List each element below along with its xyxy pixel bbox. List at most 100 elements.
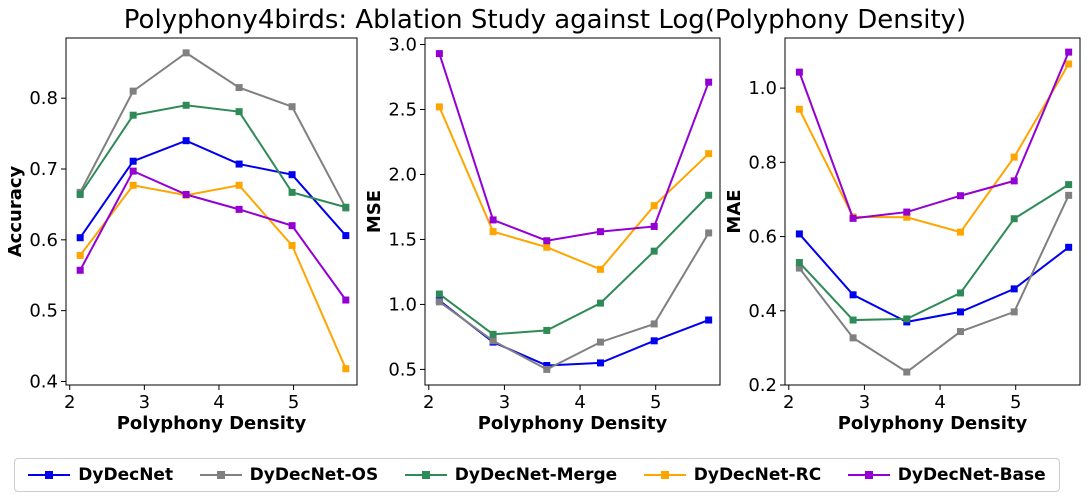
y-tick-label: 0.8 [748,152,777,173]
dydecnet-mae-point [1065,243,1073,251]
legend-label: DyDecNet-OS [249,465,379,485]
dydecnet-base-mse-line [438,53,710,242]
dydecnet-os-mae-line [798,194,1070,374]
dydecnet-rc-mse-point [543,243,551,251]
dydecnet-merge-accuracy-point [342,203,350,211]
dydecnet-mse-point [705,316,713,324]
dydecnet-rc-mse-line [438,106,710,271]
dydecnet-os-mae-point [795,264,803,272]
x-tick-label: 3 [499,392,510,413]
legend-label: DyDecNet [78,465,174,485]
x-axis-label: Polyphony Density [838,413,1028,434]
y-tick-label: 0.7 [29,159,58,180]
dydecnet-merge-accuracy-point [76,191,84,199]
y-tick-label: 1.0 [748,78,777,99]
dydecnet-mae-point [849,291,857,299]
legend-swatch [643,468,686,482]
dydecnet-os-mse-point [705,229,713,237]
dydecnet-base-mse-point [596,228,604,236]
dydecnet-merge-accuracy-point [235,108,243,116]
dydecnet-base-accuracy-line [79,169,347,301]
y-axis-label: MAE [724,189,745,233]
x-axis-label: Polyphony Density [478,413,668,434]
x-tick-label: 3 [859,392,870,413]
y-tick-label: 0.5 [388,359,417,380]
dydecnet-rc-mse-point [489,228,497,236]
dydecnet-os-accuracy-point [235,84,243,92]
dydecnet-accuracy-point [288,171,296,179]
dydecnet-os-mae-point [849,334,857,342]
dydecnet-rc-mae-point [1010,153,1018,161]
dydecnet-base-mae-point [903,208,911,216]
dydecnet-rc-accuracy-point [76,251,84,259]
x-tick-label: 2 [783,392,794,413]
y-tick-label: 0.2 [748,375,777,396]
dydecnet-rc-mae-point [795,105,803,113]
legend-swatch [199,468,242,482]
legend-swatch [28,468,71,482]
dydecnet-merge-mse-point [489,330,497,338]
dydecnet-base-accuracy-point [76,266,84,274]
dydecnet-mse-point [596,359,604,367]
x-tick-label: 4 [934,392,945,413]
dydecnet-rc-mse-point [596,265,604,273]
x-tick-label: 5 [1010,392,1021,413]
x-tick-label: 2 [423,392,434,413]
dydecnet-accuracy-point [235,160,243,168]
dydecnet-base-accuracy-point [129,167,137,175]
dydecnet-os-accuracy-point [129,87,137,95]
x-tick-label: 5 [288,392,299,413]
dydecnet-merge-mse-point [435,290,443,298]
dydecnet-os-mse-point [435,298,443,306]
y-tick-label: 0.6 [748,227,777,248]
x-tick-label: 4 [574,392,585,413]
dydecnet-mae-point [795,230,803,238]
accuracy-plot-frame [65,37,358,386]
y-tick-label: 1.0 [388,294,417,315]
dydecnet-base-accuracy-point [288,222,296,230]
x-tick-label: 2 [64,392,75,413]
mae-plot-frame [784,37,1081,386]
dydecnet-merge-accuracy-point [288,188,296,196]
dydecnet-base-mse-point [650,222,658,230]
dydecnet-rc-accuracy-point [288,241,296,249]
dydecnet-os-accuracy-point [182,49,190,57]
legend-item-dydecnet-base: DyDecNet-Base [847,465,1046,485]
dydecnet-rc-mse-point [435,103,443,111]
dydecnet-base-accuracy-point [182,191,190,199]
x-tick-label: 4 [213,392,224,413]
legend: DyDecNet DyDecNet-OS DyDecNet-Merge DyDe… [14,458,1060,492]
legend-item-dydecnet-os: DyDecNet-OS [199,465,379,485]
legend-swatch [847,468,890,482]
legend-label: DyDecNet-RC [693,465,822,485]
x-tick-label: 3 [139,392,150,413]
dydecnet-base-mae-point [1010,177,1018,185]
dydecnet-merge-accuracy-point [182,101,190,109]
dydecnet-merge-mae-point [956,289,964,297]
dydecnet-mae-point [956,308,964,316]
y-tick-label: 0.5 [29,301,58,322]
dydecnet-merge-mse-point [705,191,713,199]
dydecnet-os-mae-point [956,328,964,336]
dydecnet-base-mse-point [489,216,497,224]
dydecnet-merge-mae-point [903,315,911,323]
dydecnet-base-mae-point [849,214,857,222]
legend-item-dydecnet-merge: DyDecNet-Merge [404,465,617,485]
y-tick-label: 0.8 [29,88,58,109]
y-tick-label: 0.4 [748,301,777,322]
y-tick-label: 0.4 [29,371,58,392]
dydecnet-mae-line [798,233,1070,323]
dydecnet-rc-mae-point [903,213,911,221]
dydecnet-os-accuracy-point [288,103,296,111]
legend-swatch [404,468,447,482]
dydecnet-base-mae-line [798,51,1070,220]
dydecnet-rc-mse-point [705,150,713,158]
dydecnet-merge-accuracy-point [129,111,137,119]
y-axis-label: Accuracy [5,165,26,257]
dydecnet-mae-point [1010,285,1018,293]
dydecnet-os-mse-line [438,232,710,371]
dydecnet-mse-point [650,337,658,345]
dydecnet-rc-accuracy-point [235,181,243,189]
dydecnet-base-mse-point [705,78,713,86]
dydecnet-base-accuracy-point [342,296,350,304]
